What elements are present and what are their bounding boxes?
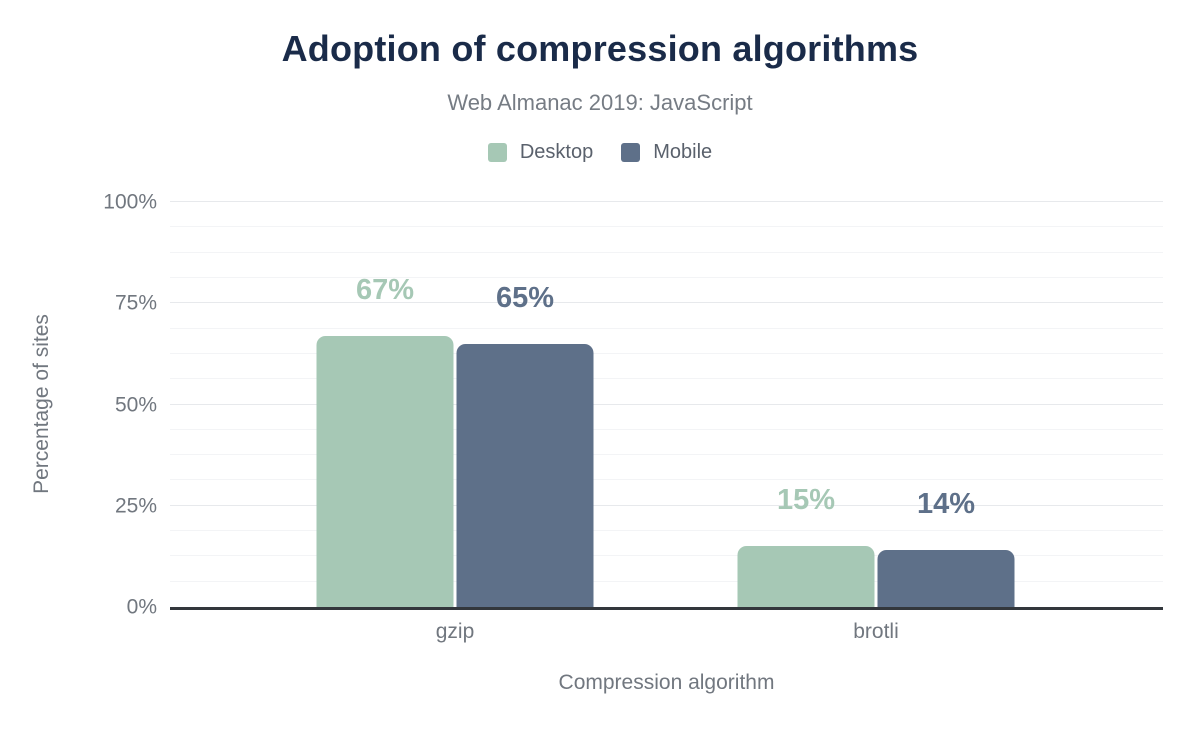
bar-gzip-mobile [456, 343, 594, 607]
bar-gzip-desktop [316, 335, 454, 607]
minor-gridline [170, 251, 1163, 253]
legend-item-desktop: Desktop [487, 141, 594, 164]
bar-group-gzip: 67% 65% [316, 202, 594, 607]
bar-column-brotli-desktop: 15% [737, 202, 875, 607]
y-tick-label: 100% [103, 190, 157, 214]
bar-column-gzip-desktop: 67% [316, 202, 454, 607]
bar-column-brotli-mobile: 14% [877, 202, 1015, 607]
x-axis-category-labels: gzip brotli [170, 620, 1163, 648]
minor-gridline [170, 555, 1163, 557]
bar-column-gzip-mobile: 65% [456, 202, 594, 607]
bar-value-label: 65% [495, 281, 555, 314]
major-gridline [170, 201, 1163, 202]
y-tick-label: 25% [114, 494, 157, 518]
bar-brotli-desktop [737, 546, 875, 607]
minor-gridline [170, 454, 1163, 456]
bar-value-label: 15% [776, 484, 836, 517]
bar-brotli-mobile [877, 550, 1015, 607]
y-tick-label: 75% [114, 291, 157, 315]
minor-gridline [170, 226, 1163, 228]
x-category-label-gzip: gzip [435, 620, 475, 643]
y-tick-label: 50% [114, 393, 157, 416]
bar-value-label: 14% [916, 488, 976, 521]
minor-gridline [170, 276, 1163, 278]
major-gridline [170, 504, 1163, 506]
y-axis-ticks: 0% 25% 50% 75% 100% [0, 192, 157, 618]
legend-swatch-mobile [621, 143, 641, 162]
x-axis-title: Compression algorithm [558, 671, 775, 694]
legend-swatch-desktop [487, 143, 507, 162]
legend-label: Mobile [653, 141, 713, 163]
minor-gridline [170, 530, 1163, 532]
bar-group-brotli: 15% 14% [737, 202, 1015, 607]
minor-gridline [170, 352, 1163, 354]
minor-gridline [170, 327, 1163, 329]
minor-gridline [170, 428, 1163, 430]
chart-title: Adoption of compression algorithms [281, 28, 919, 69]
minor-gridline [170, 580, 1163, 582]
plot-area: 67% 65% 15% 14% [170, 201, 1163, 610]
x-category-label-brotli: brotli [853, 620, 899, 643]
major-gridline [170, 403, 1163, 405]
chart-subtitle: Web Almanac 2019: JavaScript [447, 90, 753, 115]
legend: Desktop Mobile [0, 141, 1200, 164]
minor-gridline [170, 479, 1163, 481]
legend-label: Desktop [519, 141, 594, 163]
legend-item-mobile: Mobile [621, 141, 712, 164]
bar-value-label: 67% [355, 273, 415, 306]
y-tick-label: 0% [126, 595, 157, 619]
minor-gridline [170, 378, 1163, 380]
major-gridline [170, 302, 1163, 304]
